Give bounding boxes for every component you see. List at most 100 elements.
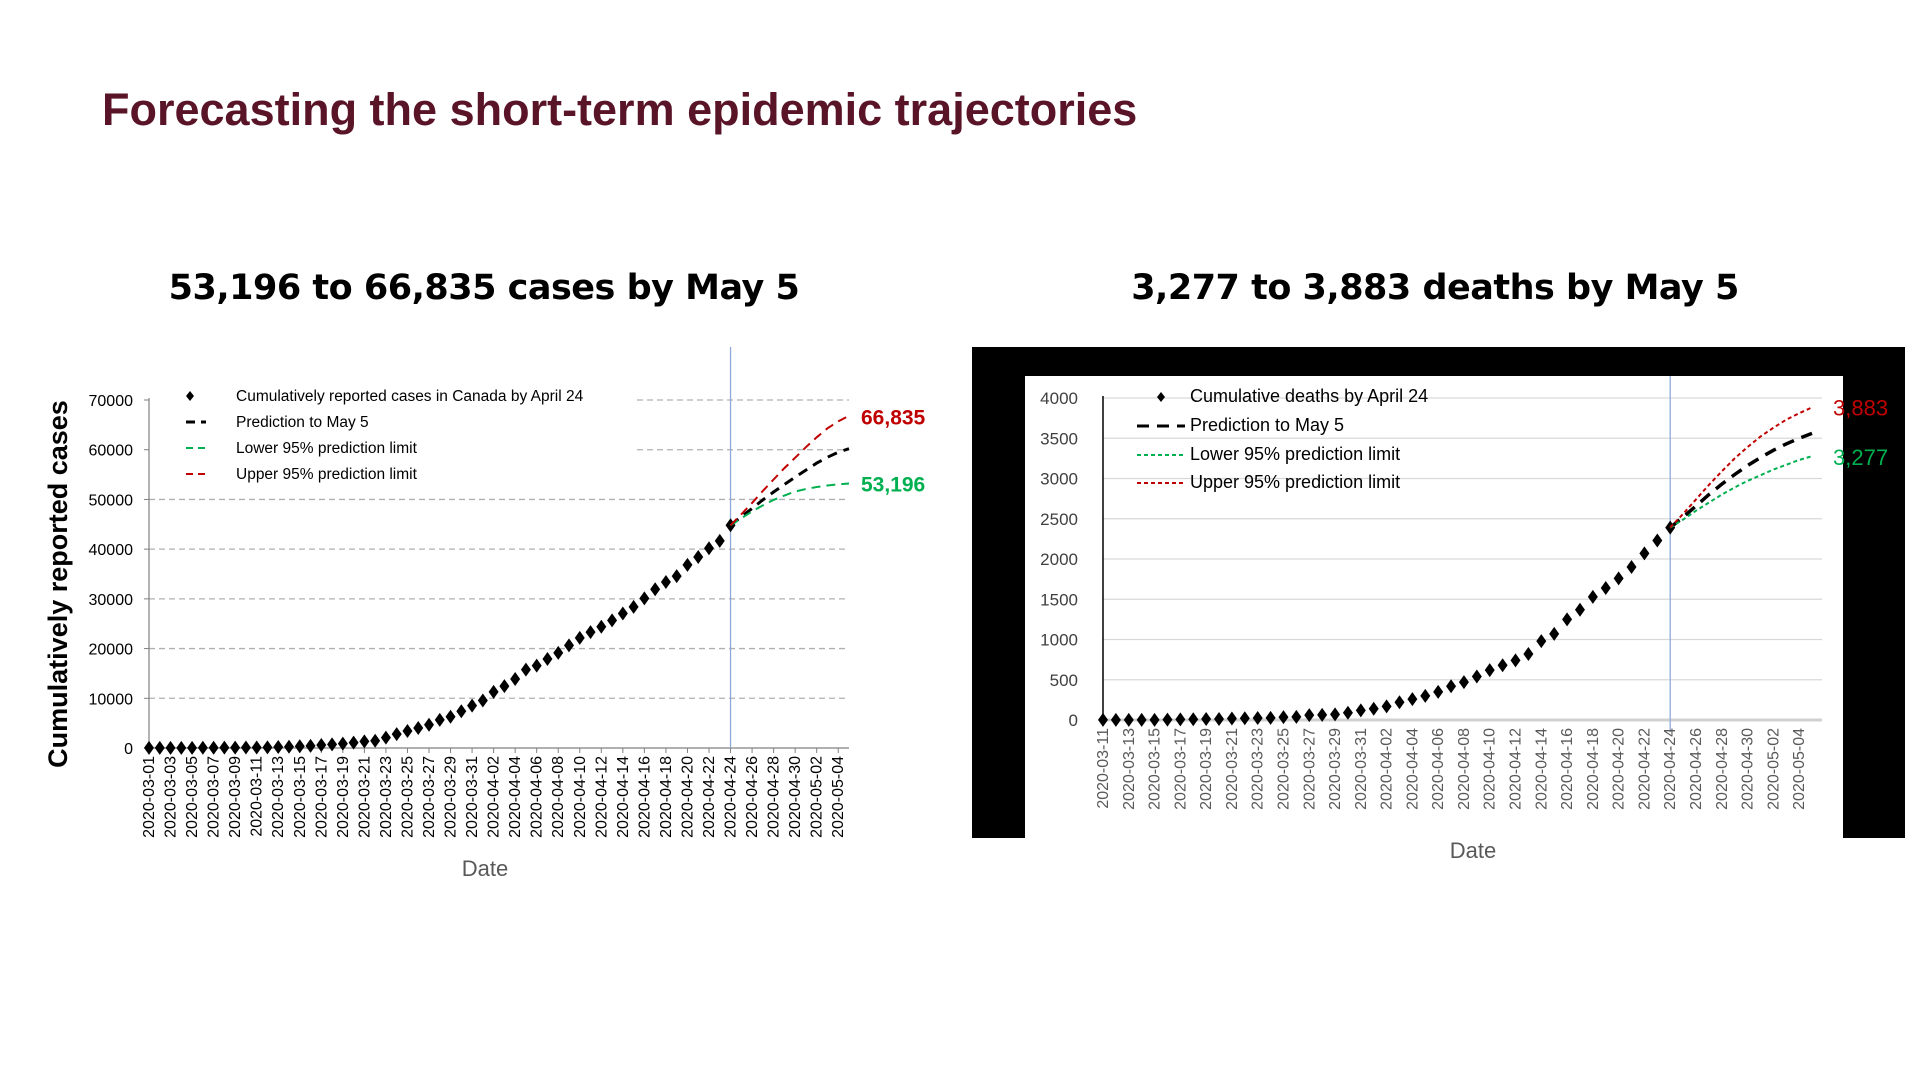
y-tick-label: 1000 bbox=[1040, 631, 1078, 650]
data-point-marker bbox=[273, 740, 284, 755]
legend-entry: Cumulative deaths by April 24 bbox=[1190, 386, 1428, 406]
x-tick-label: 2020-04-08 bbox=[550, 756, 567, 838]
legend-entry: Upper 95% prediction limit bbox=[236, 466, 418, 483]
data-point-marker bbox=[1330, 707, 1341, 722]
lower-limit-annotation: 3,277 bbox=[1833, 445, 1888, 470]
data-point-marker bbox=[585, 625, 596, 640]
x-tick-label: 2020-05-02 bbox=[1765, 728, 1782, 810]
data-point-marker bbox=[1278, 710, 1289, 725]
y-tick-label: 30000 bbox=[89, 592, 134, 609]
data-point-marker bbox=[284, 739, 294, 754]
y-tick-label: 2500 bbox=[1040, 510, 1078, 529]
y-tick-label: 4000 bbox=[1040, 389, 1078, 408]
data-point-marker bbox=[617, 606, 628, 621]
legend-entry: Lower 95% prediction limit bbox=[236, 440, 418, 457]
x-tick-label: 2020-04-16 bbox=[636, 756, 653, 838]
data-point-marker bbox=[1265, 710, 1276, 725]
x-tick-label: 2020-03-27 bbox=[1301, 728, 1318, 810]
x-tick-label: 2020-04-20 bbox=[1611, 728, 1628, 810]
data-point-marker bbox=[1471, 669, 1482, 684]
x-tick-label: 2020-03-21 bbox=[356, 756, 373, 838]
x-tick-label: 2020-04-30 bbox=[787, 756, 804, 838]
data-point-marker bbox=[424, 717, 434, 732]
series-line-prediction bbox=[1669, 431, 1813, 529]
y-tick-label: 2000 bbox=[1040, 550, 1078, 569]
data-point-marker bbox=[402, 724, 413, 739]
data-point-marker bbox=[1394, 695, 1405, 710]
data-point-marker bbox=[1510, 653, 1521, 668]
data-point-marker bbox=[693, 549, 704, 564]
x-tick-label: 2020-04-24 bbox=[723, 756, 740, 838]
data-point-marker bbox=[370, 733, 381, 748]
data-point-marker bbox=[553, 645, 564, 660]
data-point-marker bbox=[1587, 589, 1598, 604]
cases-chart-title: 53,196 to 66,835 cases by May 5 bbox=[168, 268, 800, 308]
data-point-marker bbox=[197, 740, 208, 755]
data-point-marker bbox=[1446, 679, 1457, 694]
data-point-marker bbox=[1536, 634, 1547, 649]
data-point-marker bbox=[176, 740, 187, 755]
data-point-marker bbox=[1188, 712, 1199, 727]
legend-entry: Lower 95% prediction limit bbox=[1190, 444, 1400, 464]
x-tick-label: 2020-04-30 bbox=[1740, 728, 1757, 810]
legend-entry: Upper 95% prediction limit bbox=[1190, 472, 1400, 492]
data-point-marker bbox=[1420, 688, 1431, 703]
y-axis-label: Cumulatively reported cases bbox=[43, 400, 73, 768]
x-tick-label: 2020-03-13 bbox=[1121, 728, 1138, 810]
data-point-marker bbox=[1652, 533, 1663, 548]
data-point-marker bbox=[1239, 711, 1250, 726]
data-point-marker bbox=[650, 582, 661, 597]
y-tick-label: 50000 bbox=[89, 492, 134, 509]
x-tick-label: 2020-03-15 bbox=[1147, 728, 1164, 810]
x-tick-label: 2020-04-14 bbox=[615, 756, 632, 838]
slide-title: Forecasting the short-term epidemic traj… bbox=[102, 84, 1138, 135]
cases-chart: 0 10000 20000 30000 40000 50000 60000 70000 2020… bbox=[43, 347, 926, 881]
data-point-marker bbox=[671, 569, 682, 584]
data-point-marker bbox=[413, 721, 424, 736]
series-line-prediction bbox=[729, 447, 850, 527]
series-line-upper-limit bbox=[729, 414, 850, 527]
x-tick-label: 2020-04-20 bbox=[679, 756, 696, 838]
data-point-marker bbox=[574, 630, 585, 645]
data-point-marker bbox=[1149, 712, 1160, 727]
data-point-marker bbox=[1562, 612, 1573, 627]
x-tick-label: 2020-03-31 bbox=[464, 756, 481, 838]
data-point-marker bbox=[467, 698, 478, 713]
y-tick-label: 10000 bbox=[89, 691, 134, 708]
data-point-marker bbox=[499, 679, 510, 694]
x-tick-label: 2020-03-29 bbox=[1327, 728, 1344, 810]
upper-limit-annotation: 3,883 bbox=[1833, 395, 1888, 420]
y-tick-label: 3500 bbox=[1040, 429, 1078, 448]
x-tick-label: 2020-03-01 bbox=[141, 756, 158, 838]
data-point-marker bbox=[1626, 560, 1637, 575]
data-point-marker bbox=[1355, 703, 1366, 718]
legend-marker-icon bbox=[186, 391, 194, 401]
x-tick-label: 2020-03-29 bbox=[443, 756, 460, 838]
x-tick-label: 2020-04-02 bbox=[1379, 728, 1396, 810]
data-point-marker bbox=[477, 693, 488, 708]
series-line-lower-limit bbox=[729, 482, 850, 527]
x-tick-label: 2020-04-18 bbox=[1585, 728, 1602, 810]
x-tick-label: 2020-04-22 bbox=[1636, 728, 1653, 810]
data-point-marker bbox=[391, 727, 402, 742]
data-point-marker bbox=[1484, 663, 1495, 678]
y-tick-label: 20000 bbox=[89, 642, 134, 659]
data-point-marker bbox=[380, 730, 391, 745]
data-point-marker bbox=[531, 658, 542, 673]
data-point-marker bbox=[1342, 705, 1353, 720]
x-tick-label: 2020-04-04 bbox=[507, 756, 524, 838]
data-point-marker bbox=[1123, 712, 1134, 727]
data-point-marker bbox=[1549, 626, 1560, 641]
x-tick-label: 2020-03-11 bbox=[1095, 728, 1112, 809]
data-point-marker bbox=[294, 739, 305, 754]
data-point-marker bbox=[1574, 602, 1585, 617]
data-point-marker bbox=[154, 740, 165, 755]
x-tick-label: 2020-03-19 bbox=[335, 756, 352, 838]
x-tick-label: 2020-03-25 bbox=[399, 756, 416, 838]
x-tick-label: 2020-04-22 bbox=[701, 756, 718, 838]
lower-limit-annotation: 53,196 bbox=[861, 474, 925, 497]
data-point-marker bbox=[144, 740, 154, 755]
data-point-marker bbox=[456, 704, 467, 719]
data-point-marker bbox=[1368, 701, 1379, 716]
data-point-marker bbox=[1458, 675, 1469, 690]
